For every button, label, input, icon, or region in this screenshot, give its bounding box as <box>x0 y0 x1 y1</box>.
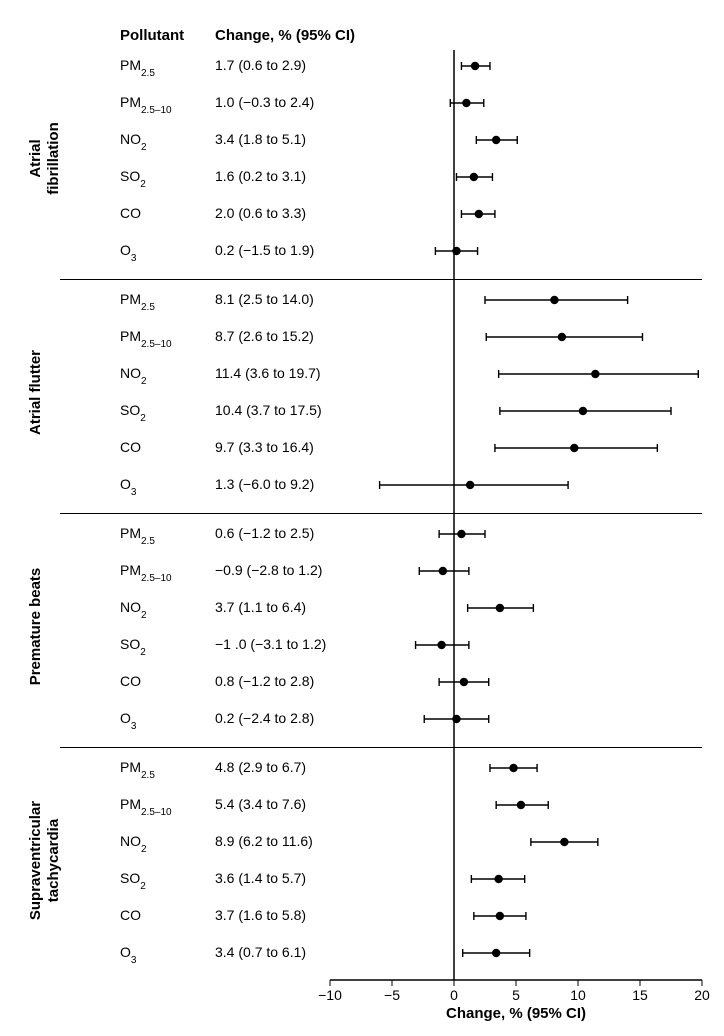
group-label: Atrial flutter <box>27 350 44 435</box>
change-text: 8.1 (2.5 to 14.0) <box>215 291 314 307</box>
x-tick-label: 20 <box>694 987 710 1003</box>
pollutant-label: CO <box>120 439 141 455</box>
header-pollutant: Pollutant <box>120 27 184 44</box>
group-label: Premature beats <box>27 568 44 686</box>
point-estimate <box>517 801 525 809</box>
change-text: −0.9 (−2.8 to 1.2) <box>215 562 322 578</box>
pollutant-label: PM2.5 <box>120 525 155 547</box>
pollutant-label: CO <box>120 907 141 923</box>
point-estimate <box>591 370 599 378</box>
change-text: 0.2 (−1.5 to 1.9) <box>215 242 314 258</box>
point-estimate <box>496 604 504 612</box>
point-estimate <box>462 99 470 107</box>
point-estimate <box>550 296 558 304</box>
point-estimate <box>471 62 479 70</box>
change-text: 1.7 (0.6 to 2.9) <box>215 57 306 73</box>
x-tick-label: 10 <box>570 987 586 1003</box>
pollutant-label: CO <box>120 673 141 689</box>
change-text: 4.8 (2.9 to 6.7) <box>215 759 306 775</box>
point-estimate <box>460 678 468 686</box>
change-text: 5.4 (3.4 to 7.6) <box>215 796 306 812</box>
pollutant-label: PM2.5–10 <box>120 94 172 116</box>
change-text: 10.4 (3.7 to 17.5) <box>215 402 322 418</box>
change-text: 3.4 (1.8 to 5.1) <box>215 131 306 147</box>
x-tick-label: −5 <box>384 987 400 1003</box>
x-tick-label: 5 <box>512 987 520 1003</box>
pollutant-label: SO2 <box>120 870 146 892</box>
change-text: 1.6 (0.2 to 3.1) <box>215 168 306 184</box>
change-text: 3.7 (1.6 to 5.8) <box>215 907 306 923</box>
point-estimate <box>492 136 500 144</box>
point-estimate <box>496 912 504 920</box>
change-text: −1 .0 (−3.1 to 1.2) <box>215 636 326 652</box>
point-estimate <box>466 481 474 489</box>
pollutant-label: NO2 <box>120 131 147 153</box>
header-change: Change, % (95% CI) <box>215 27 355 44</box>
forest-plot: Pollutant Change, % (95% CI) PM2.5 1.7 (0.6… <box>0 0 724 1036</box>
pollutant-label: PM2.5 <box>120 759 155 781</box>
pollutant-label: PM2.5–10 <box>120 328 172 350</box>
x-tick-label: −10 <box>318 987 342 1003</box>
point-estimate <box>457 530 465 538</box>
change-text: 1.0 (−0.3 to 2.4) <box>215 94 314 110</box>
point-estimate <box>494 875 502 883</box>
point-estimate <box>492 949 500 957</box>
pollutant-label: NO2 <box>120 599 147 621</box>
change-text: 0.8 (−1.2 to 2.8) <box>215 673 314 689</box>
group-label: Supraventricular <box>27 801 44 920</box>
pollutant-label: PM2.5–10 <box>120 562 172 584</box>
group-label: fibrillation <box>45 122 62 195</box>
point-estimate <box>558 333 566 341</box>
pollutant-label: O3 <box>120 476 137 498</box>
pollutant-label: SO2 <box>120 636 146 658</box>
x-tick-label: 0 <box>450 987 458 1003</box>
change-text: 9.7 (3.3 to 16.4) <box>215 439 314 455</box>
point-estimate <box>579 407 587 415</box>
point-estimate <box>475 210 483 218</box>
pollutant-label: O3 <box>120 944 137 966</box>
x-tick-label: 15 <box>632 987 648 1003</box>
pollutant-label: NO2 <box>120 833 147 855</box>
pollutant-label: O3 <box>120 710 137 732</box>
change-text: 2.0 (0.6 to 3.3) <box>215 205 306 221</box>
group-label: tachycardia <box>45 818 62 902</box>
point-estimate <box>509 764 517 772</box>
change-text: 8.9 (6.2 to 11.6) <box>215 833 313 849</box>
pollutant-label: PM2.5 <box>120 57 155 79</box>
point-estimate <box>470 173 478 181</box>
pollutant-label: NO2 <box>120 365 147 387</box>
change-text: 11.4 (3.6 to 19.7) <box>215 365 321 381</box>
pollutant-label: O3 <box>120 242 137 264</box>
point-estimate <box>437 641 445 649</box>
group-label: Atrial <box>27 139 44 177</box>
change-text: 3.4 (0.7 to 6.1) <box>215 944 306 960</box>
change-text: 1.3 (−6.0 to 9.2) <box>215 476 314 492</box>
change-text: 3.7 (1.1 to 6.4) <box>215 599 306 615</box>
change-text: 3.6 (1.4 to 5.7) <box>215 870 306 886</box>
pollutant-label: SO2 <box>120 168 146 190</box>
pollutant-label: PM2.5 <box>120 291 155 313</box>
pollutant-label: PM2.5–10 <box>120 796 172 818</box>
pollutant-label: SO2 <box>120 402 146 424</box>
point-estimate <box>439 567 447 575</box>
point-estimate <box>570 444 578 452</box>
change-text: 0.6 (−1.2 to 2.5) <box>215 525 314 541</box>
change-text: 8.7 (2.6 to 15.2) <box>215 328 314 344</box>
pollutant-label: CO <box>120 205 141 221</box>
point-estimate <box>560 838 568 846</box>
change-text: 0.2 (−2.4 to 2.8) <box>215 710 314 726</box>
x-axis-label: Change, % (95% CI) <box>446 1005 586 1022</box>
